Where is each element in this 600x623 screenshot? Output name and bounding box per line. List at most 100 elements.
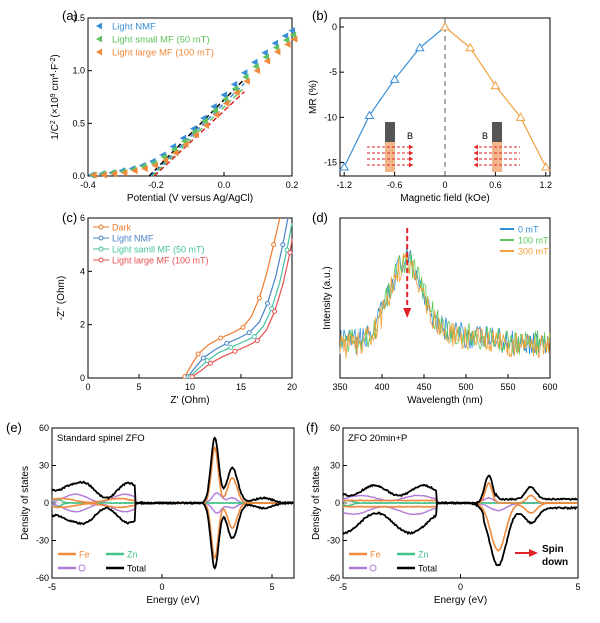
data-point — [90, 171, 97, 179]
data-point — [228, 344, 234, 350]
legend-entry: Zn — [127, 550, 138, 560]
y-tick-label: 1.5 — [72, 13, 85, 23]
legend-marker — [78, 564, 86, 572]
y-tick-label: 2 — [80, 320, 85, 330]
data-point — [210, 102, 217, 110]
plot-frame — [87, 17, 293, 177]
x-axis-label: Energy (eV) — [146, 595, 199, 606]
data-point — [289, 31, 297, 39]
y-axis-label: MR (%) — [308, 80, 319, 114]
data-point — [220, 91, 227, 99]
x-tick-label: 0.0 — [218, 180, 231, 190]
x-tick-label: 5 — [575, 582, 580, 592]
data-point — [224, 340, 230, 346]
x-tick-label: 500 — [458, 382, 473, 392]
y-tick-label: -30 — [36, 536, 49, 546]
x-tick-label: 20 — [287, 382, 297, 392]
panel-title: Standard spinel ZFO — [57, 433, 145, 444]
data-point — [540, 161, 551, 171]
data-point — [254, 338, 260, 344]
legend-marker — [96, 48, 102, 56]
data-point — [272, 308, 278, 314]
x-axis-label: Z' (Ohm) — [170, 395, 209, 406]
data-point — [414, 42, 425, 52]
data-point — [189, 374, 195, 380]
x-tick-label: 400 — [374, 382, 389, 392]
data-point — [265, 300, 271, 306]
data-point — [100, 171, 107, 179]
data-point — [240, 324, 246, 330]
y-tick-label: 60 — [39, 423, 49, 433]
data-point — [287, 250, 293, 256]
data-point — [490, 80, 501, 90]
y-axis-label: -Z'' (Ohm) — [56, 276, 67, 320]
panel-title: ZFO 20min+P — [348, 433, 407, 444]
y-axis-label: Density of states — [20, 466, 31, 540]
x-tick-label: -0.6 — [387, 180, 403, 190]
y-axis-label: Intensity (a.u.) — [322, 266, 333, 329]
panel-a-label: (a) — [62, 8, 78, 23]
data-point — [282, 36, 290, 44]
data-point — [290, 35, 298, 43]
x-tick-label: 5 — [136, 382, 141, 392]
data-point — [262, 53, 269, 61]
data-point — [243, 77, 250, 85]
x-tick-label: 0 — [85, 382, 90, 392]
dos-total-up — [342, 474, 578, 505]
data-point — [211, 107, 218, 115]
data-point — [230, 80, 238, 88]
y-tick-label: 30 — [330, 461, 340, 471]
data-point — [242, 73, 249, 81]
y-tick-label: -30 — [327, 536, 340, 546]
legend-marker — [98, 235, 104, 241]
data-point — [281, 32, 289, 40]
annotation-down: down — [542, 557, 568, 568]
y-tick-label: -15 — [324, 157, 337, 167]
data-point — [251, 334, 257, 340]
nyquist-curve — [189, 223, 293, 378]
data-point — [251, 58, 258, 66]
data-point — [253, 67, 260, 75]
panel-e-label: (e) — [6, 420, 22, 435]
x-tick-label: 0.2 — [286, 180, 299, 190]
data-point — [339, 161, 350, 171]
x-tick-label: 0 — [442, 180, 447, 190]
legend-entry: Zn — [418, 550, 429, 560]
panel-d-label: (d) — [312, 210, 328, 225]
x-tick-label: 350 — [332, 382, 347, 392]
data-point — [252, 62, 259, 70]
legend-entry: Light NMF — [112, 22, 156, 33]
x-tick-label: 0 — [458, 582, 463, 592]
data-point — [221, 95, 229, 103]
y-tick-label: -60 — [36, 573, 49, 583]
y-tick-label: 0.0 — [72, 171, 85, 181]
legend-entry: 0 mT — [518, 225, 539, 235]
nyquist-curve — [187, 217, 289, 378]
data-point — [182, 140, 189, 148]
data-point — [440, 22, 450, 31]
magnet-inset: B — [474, 122, 520, 172]
legend-entry: Total — [127, 564, 146, 574]
data-point — [171, 149, 179, 157]
nyquist-curve — [184, 217, 281, 377]
legend-entry: Fe — [370, 550, 381, 560]
spectrum-series — [339, 251, 551, 359]
data-point — [261, 49, 268, 57]
y-tick-label: -5 — [329, 67, 337, 77]
y-axis-label: Density of states — [311, 466, 322, 540]
svg-text:(d): (d) — [312, 210, 328, 225]
dos-total-down — [342, 500, 578, 567]
data-point — [222, 99, 230, 107]
data-point — [280, 242, 286, 248]
data-point — [263, 57, 271, 65]
data-point — [141, 165, 148, 173]
data-point — [246, 330, 252, 336]
legend-marker — [96, 22, 102, 30]
y-tick-label: 1.0 — [72, 66, 85, 76]
data-point — [284, 40, 291, 48]
data-point — [271, 39, 278, 47]
x-tick-label: 0.6 — [489, 180, 502, 190]
legend-entry: 300 mT — [518, 247, 549, 257]
panel-f-label: (f) — [306, 420, 318, 435]
